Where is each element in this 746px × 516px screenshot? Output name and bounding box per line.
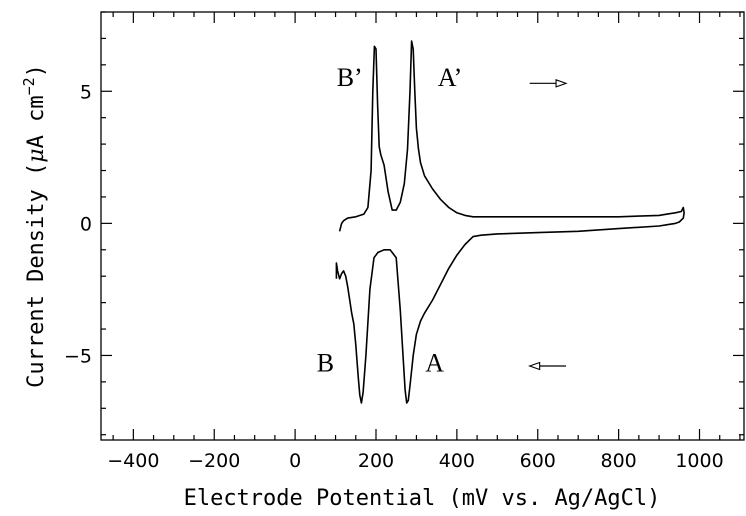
peak-label: A’ bbox=[438, 63, 463, 92]
x-tick-label: 800 bbox=[601, 450, 637, 472]
cathodic-sweep-arrow-head bbox=[528, 361, 541, 371]
peak-label: A bbox=[425, 348, 444, 377]
peak-label: B bbox=[317, 348, 334, 377]
y-tick-label: 0 bbox=[80, 213, 92, 235]
y-tick-label: −5 bbox=[64, 345, 92, 367]
y-axis-title-mu: μ bbox=[24, 148, 49, 162]
y-axis-title-unit: A cm bbox=[24, 95, 49, 148]
plot-frame bbox=[100, 11, 745, 441]
x-axis-title: Electrode Potential (mV vs. Ag/AgCl) bbox=[184, 486, 661, 511]
peak-labels: B’ A’ B A bbox=[317, 63, 463, 377]
tick-labels: −400 −200 0 200 400 600 800 1000 −5 0 5 bbox=[64, 81, 724, 472]
y-axis-title-prefix: Current Density ( bbox=[24, 163, 49, 388]
anodic-sweep-arrow bbox=[529, 79, 568, 88]
sweep-direction-arrows bbox=[528, 79, 568, 371]
x-tick-label: −400 bbox=[107, 450, 159, 472]
peak-label: B’ bbox=[337, 63, 363, 92]
x-tick-label: 0 bbox=[289, 450, 301, 472]
x-tick-label: 400 bbox=[439, 450, 475, 472]
y-axis-title: Current Density (μA cm−2) bbox=[20, 64, 49, 388]
cathodic-sweep-arrow bbox=[528, 361, 567, 371]
y-axis-title-exponent: −2 bbox=[20, 77, 38, 95]
axis-ticks bbox=[101, 11, 744, 440]
x-tick-label: −200 bbox=[188, 450, 240, 472]
y-axis-title-suffix: ) bbox=[24, 64, 49, 77]
y-tick-label: 5 bbox=[80, 81, 92, 103]
x-tick-label: 1000 bbox=[675, 450, 723, 472]
cv-curve-line bbox=[335, 40, 685, 404]
x-tick-label: 600 bbox=[520, 450, 556, 472]
x-tick-label: 200 bbox=[358, 450, 394, 472]
anodic-sweep-arrow-head bbox=[555, 79, 568, 88]
